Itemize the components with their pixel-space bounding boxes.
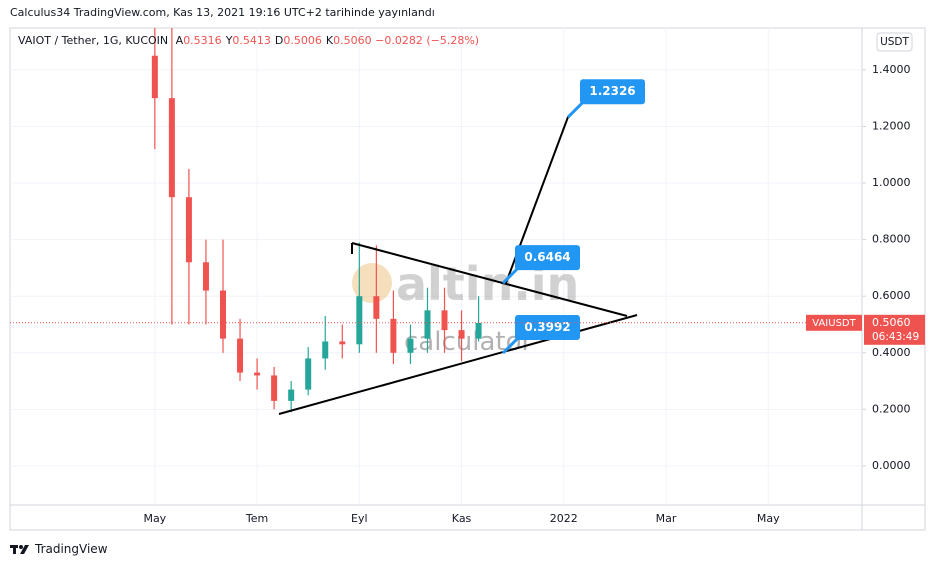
candle-body bbox=[220, 290, 226, 339]
price-tag bbox=[864, 314, 925, 345]
candle-body bbox=[305, 358, 312, 390]
candle-body bbox=[441, 310, 448, 331]
currency-label: USDT bbox=[880, 36, 909, 48]
candle-body bbox=[407, 338, 414, 353]
footer-brand: TradingView bbox=[35, 542, 108, 556]
publish-note: Calculus34 TradingView.com, Kas 13, 2021… bbox=[10, 6, 435, 19]
x-tick-label: May bbox=[143, 512, 166, 525]
x-tick-label: Mar bbox=[656, 512, 677, 525]
currency-button[interactable] bbox=[876, 32, 913, 52]
ohlc-legend: A0.5316 Y0.5413 D0.5006 K0.5060 bbox=[172, 34, 375, 47]
callout-box bbox=[515, 245, 580, 271]
symbol-tag bbox=[806, 314, 862, 331]
x-tick-label: Eyl bbox=[351, 512, 368, 525]
y-tick-label: 0.0000 bbox=[872, 459, 911, 472]
plot-frame bbox=[9, 27, 863, 506]
y-tick-label: 0.2000 bbox=[872, 402, 911, 415]
candle-body bbox=[237, 338, 244, 373]
callout-box bbox=[580, 79, 645, 105]
candle-body bbox=[373, 296, 380, 319]
watermark-icon bbox=[352, 263, 392, 303]
ohlc-key: A bbox=[175, 34, 184, 47]
footer: TradingView bbox=[10, 542, 108, 556]
candle-body bbox=[168, 98, 175, 198]
callout-box bbox=[515, 315, 580, 341]
y-tick-label: 0.4000 bbox=[872, 346, 911, 359]
outer-frame bbox=[9, 27, 926, 531]
callout-label: 0.6464 bbox=[524, 250, 570, 264]
candle-body bbox=[356, 296, 363, 345]
price-tag-label: 0.5060 bbox=[872, 316, 911, 329]
y-tick-label: 0.6000 bbox=[872, 289, 911, 302]
ohlc-key: Y bbox=[225, 34, 233, 47]
candle-body bbox=[151, 55, 158, 99]
candle-body bbox=[390, 318, 397, 353]
candle-body bbox=[424, 310, 431, 339]
callout-pointer bbox=[501, 266, 521, 285]
trendline bbox=[351, 242, 628, 317]
x-tick-label: 2022 bbox=[550, 512, 578, 525]
ohlc-value: 0.5316 bbox=[183, 34, 222, 47]
candle-body bbox=[202, 262, 209, 291]
x-tick-label: Kas bbox=[452, 512, 472, 525]
candle-body bbox=[185, 197, 192, 263]
y-tick-label: 0.8000 bbox=[872, 233, 911, 246]
x-tick-label: Tem bbox=[245, 512, 268, 525]
tv-logo bbox=[10, 545, 29, 554]
candle-body bbox=[271, 375, 278, 401]
symbol-title: VAIOT / Tether, 1G, KUCOIN bbox=[18, 34, 169, 47]
callout-pointer bbox=[566, 100, 586, 119]
ohlc-value: 0.5060 bbox=[333, 34, 372, 47]
candle-body bbox=[475, 322, 482, 339]
callout-pointer bbox=[501, 335, 521, 355]
y-tick-label: 1.2000 bbox=[872, 119, 911, 132]
ohlc-key: D bbox=[274, 34, 284, 47]
callout-label: 0.3992 bbox=[524, 320, 570, 334]
candle-body bbox=[458, 330, 465, 339]
ohlc-value: 0.5413 bbox=[232, 34, 271, 47]
y-tick-label: 1.4000 bbox=[872, 63, 911, 76]
symbol-header: VAIOT / Tether, 1G, KUCOIN A0.5316 Y0.541… bbox=[18, 34, 479, 47]
symbol-tag-label: VAIUSDT bbox=[812, 318, 856, 329]
change: −0.0282 (−5.28%) bbox=[375, 34, 480, 47]
callout-label: 1.2326 bbox=[589, 84, 635, 98]
y-tick-label: 1.0000 bbox=[872, 176, 911, 189]
candle-body bbox=[322, 341, 329, 359]
candle-body bbox=[339, 341, 346, 345]
candle-body bbox=[288, 389, 295, 401]
x-tick-label: May bbox=[757, 512, 780, 525]
countdown-label: 06:43:49 bbox=[872, 331, 919, 343]
candle-body bbox=[254, 372, 261, 376]
ohlc-value: 0.5006 bbox=[283, 34, 322, 47]
ohlc-key: K bbox=[325, 34, 334, 47]
